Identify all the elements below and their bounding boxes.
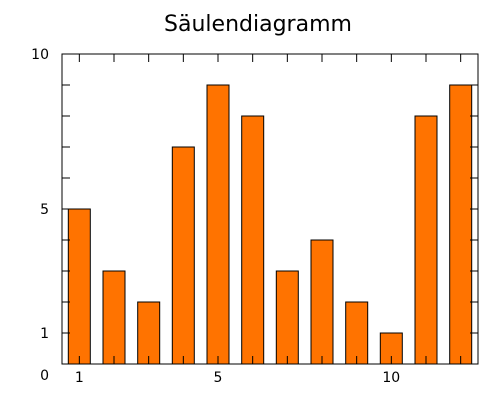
bar-7 — [275, 270, 299, 365]
bar-9 — [345, 301, 369, 365]
x-tick-label-1: 1 — [75, 370, 84, 386]
plot-frame — [61, 53, 479, 365]
chart-title: Säulendiagramm — [164, 12, 352, 37]
bar-12 — [449, 84, 473, 365]
bar-6 — [241, 115, 265, 365]
bar-11 — [414, 115, 438, 365]
x-tick-label-5: 5 — [214, 370, 223, 386]
bar-5 — [206, 84, 230, 365]
y-tick-label-1: 1 — [40, 326, 49, 342]
x-tick-labels: 1 5 10 — [75, 370, 400, 386]
y-tick-label-0: 0 — [40, 368, 49, 384]
bar-2 — [102, 270, 126, 365]
bars-group — [67, 84, 473, 365]
bar-3 — [137, 301, 161, 365]
bar-8 — [310, 239, 334, 365]
x-tick-label-10: 10 — [382, 370, 400, 386]
bar-4 — [171, 146, 195, 365]
bar-1 — [67, 208, 91, 365]
y-tick-label-10: 10 — [31, 47, 49, 63]
y-tick-labels: 0 1 5 10 — [31, 47, 49, 384]
y-tick-label-5: 5 — [40, 202, 49, 218]
